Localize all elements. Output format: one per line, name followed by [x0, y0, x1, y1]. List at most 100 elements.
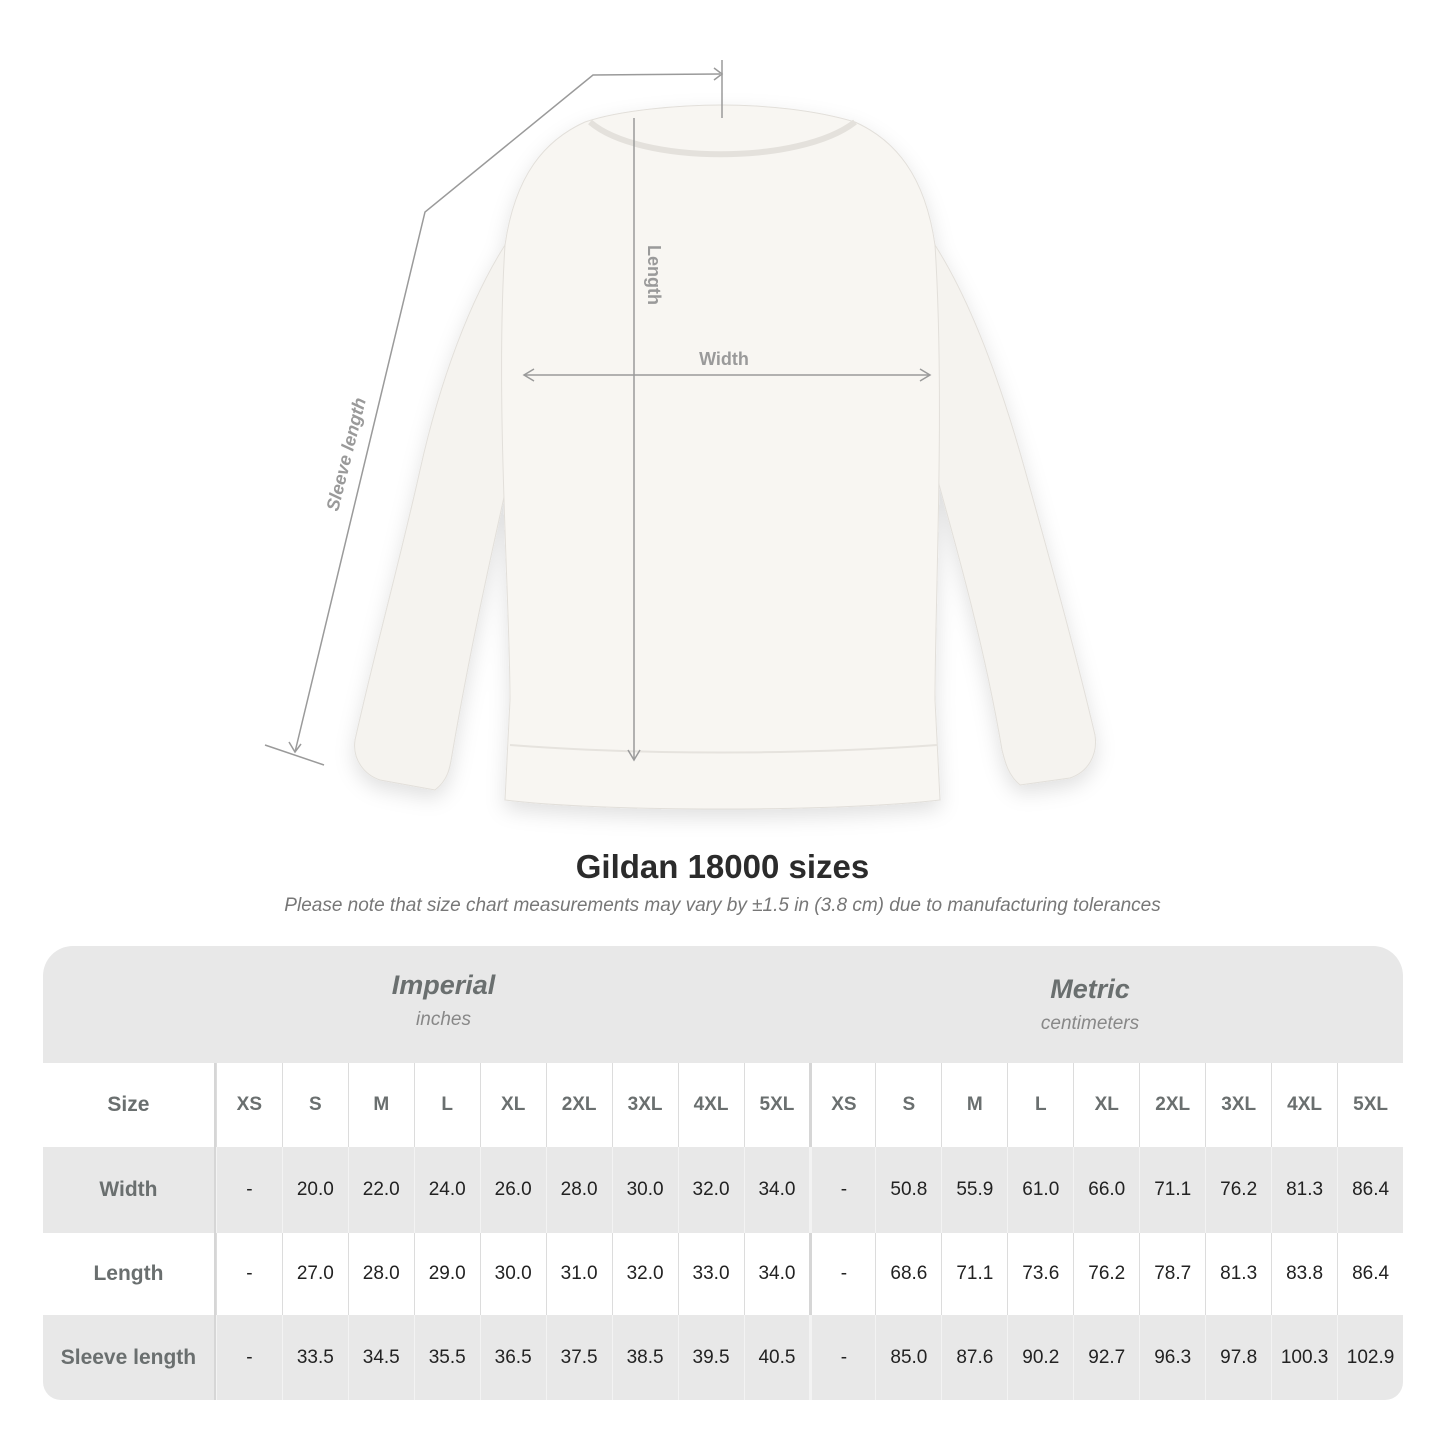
imperial-value-cell: 32.0 — [677, 1147, 744, 1233]
metric-unit: centimeters — [1040, 1013, 1140, 1034]
sweatshirt — [354, 104, 1097, 810]
size-chart-table: Imperial inches Metric centimeters Size X… — [43, 946, 1403, 1400]
page-title: Gildan 18000 sizes — [575, 848, 870, 885]
metric-size-3xl: 3XL — [1205, 1063, 1271, 1147]
body — [501, 104, 941, 810]
metric-value-cell: 102.9 — [1337, 1315, 1403, 1400]
metric-header: Metric centimeters — [810, 974, 1370, 1091]
left-sleeve — [354, 243, 511, 791]
metric-value-cell: 92.7 — [1073, 1315, 1139, 1400]
imperial-size-2xl: 2XL — [545, 1063, 612, 1147]
metric-value-cell: 86.4 — [1337, 1147, 1403, 1233]
imperial-value-cell: 27.0 — [281, 1233, 348, 1315]
waistband — [509, 744, 938, 754]
metric-size-xs: XS — [809, 1063, 875, 1147]
imperial-value-cell: 33.5 — [281, 1315, 348, 1400]
metric-size-s: S — [875, 1063, 941, 1147]
imperial-value-cell: 33.0 — [677, 1233, 744, 1315]
size-header-row: Size XS S M L XL 2XL 3XL 4XL 5XL XS S M L XL 2XL 3XL 4XL 5… — [43, 1063, 1403, 1147]
metric-value-cell: - — [809, 1315, 875, 1400]
metric-title: Metric — [1050, 974, 1130, 1004]
imperial-value-cell: 39.5 — [677, 1315, 744, 1400]
imperial-value-cell: 26.0 — [479, 1147, 546, 1233]
imperial-size-m: M — [347, 1063, 414, 1147]
tolerance-note: Please note that size chart measurements… — [284, 895, 1161, 916]
metric-value-cell: 90.2 — [1007, 1315, 1073, 1400]
table-row-sleeve-length: Sleeve length -33.5 34.5 35.5 36.5 37.5 38.5 39… — [43, 1315, 1403, 1400]
metric-value-cell: 76.2 — [1073, 1233, 1139, 1315]
metric-value-cell: 61.0 — [1007, 1147, 1073, 1233]
imperial-title: Imperial — [391, 970, 496, 1000]
measurement-lines — [264, 60, 932, 766]
metric-value-cell: 86.4 — [1337, 1233, 1403, 1315]
imperial-value-cell: 34.0 — [743, 1233, 810, 1315]
imperial-size-l: L — [413, 1063, 480, 1147]
metric-value-cell: 71.1 — [1139, 1147, 1205, 1233]
metric-value-cell: - — [809, 1147, 875, 1233]
imperial-value-cell: 24.0 — [413, 1147, 480, 1233]
sweatshirt-illustration: Length Width Sleeve length — [264, 60, 1097, 810]
imperial-value-cell: 22.0 — [347, 1147, 414, 1233]
imperial-size-s: S — [281, 1063, 348, 1147]
metric-size-xl: XL — [1073, 1063, 1139, 1147]
sleeve-length-line — [294, 73, 721, 753]
imperial-value-cell: - — [215, 1147, 282, 1233]
row-label: Length — [43, 1233, 216, 1315]
table-row-width: Width -20.0 22.0 24.0 26.0 28.0 30.0 32.0 34.0-5… — [43, 1147, 1403, 1233]
imperial-value-cell: 36.5 — [479, 1315, 546, 1400]
imperial-unit: inches — [416, 1009, 471, 1030]
imperial-value-cell: 32.0 — [611, 1233, 678, 1315]
imperial-value-cell: 34.0 — [743, 1147, 810, 1233]
row-label: Width — [43, 1147, 216, 1233]
sleeve-length-label: Sleeve length — [322, 396, 369, 513]
imperial-size-5xl: 5XL — [743, 1063, 810, 1147]
metric-value-cell: 66.0 — [1073, 1147, 1139, 1233]
imperial-value-cell: 20.0 — [281, 1147, 348, 1233]
metric-value-cell: 78.7 — [1139, 1233, 1205, 1315]
metric-value-cell: 87.6 — [941, 1315, 1007, 1400]
metric-value-cell: 71.1 — [941, 1233, 1007, 1315]
metric-value-cell: 81.3 — [1205, 1233, 1271, 1315]
imperial-value-cell: 28.0 — [347, 1233, 414, 1315]
metric-size-m: M — [941, 1063, 1007, 1147]
imperial-size-xs: XS — [215, 1063, 282, 1147]
metric-size-5xl: 5XL — [1337, 1063, 1403, 1147]
imperial-value-cell: - — [215, 1233, 282, 1315]
imperial-value-cell: 35.5 — [413, 1315, 480, 1400]
imperial-value-cell: 30.0 — [479, 1233, 546, 1315]
unit-header-band — [43, 946, 1403, 1063]
imperial-value-cell: 40.5 — [743, 1315, 810, 1400]
metric-value-cell: 50.8 — [875, 1147, 941, 1233]
right-sleeve — [934, 243, 1097, 786]
metric-size-l: L — [1007, 1063, 1073, 1147]
metric-value-cell: 81.3 — [1271, 1147, 1337, 1233]
metric-value-cell: 73.6 — [1007, 1233, 1073, 1315]
imperial-value-cell: 31.0 — [545, 1233, 612, 1315]
imperial-value-cell: 38.5 — [611, 1315, 678, 1400]
metric-value-cell: 83.8 — [1271, 1233, 1337, 1315]
imperial-value-cell: 29.0 — [413, 1233, 480, 1315]
imperial-value-cell: 37.5 — [545, 1315, 612, 1400]
length-label: Length — [644, 245, 664, 305]
imperial-size-3xl: 3XL — [611, 1063, 678, 1147]
metric-value-cell: 96.3 — [1139, 1315, 1205, 1400]
metric-size-2xl: 2XL — [1139, 1063, 1205, 1147]
metric-value-cell: 97.8 — [1205, 1315, 1271, 1400]
size-header-label: Size — [43, 1063, 216, 1147]
row-label: Sleeve length — [43, 1315, 216, 1400]
metric-value-cell: 76.2 — [1205, 1147, 1271, 1233]
metric-value-cell: - — [809, 1233, 875, 1315]
metric-value-cell: 68.6 — [875, 1233, 941, 1315]
metric-value-cell: 55.9 — [941, 1147, 1007, 1233]
metric-size-4xl: 4XL — [1271, 1063, 1337, 1147]
imperial-value-cell: 28.0 — [545, 1147, 612, 1233]
metric-value-cell: 85.0 — [875, 1315, 941, 1400]
width-label: Width — [699, 349, 749, 369]
table-row-length: Length -27.0 28.0 29.0 30.0 31.0 32.0 33.0 34.0-… — [43, 1233, 1403, 1315]
imperial-value-cell: - — [215, 1315, 282, 1400]
metric-value-cell: 100.3 — [1271, 1315, 1337, 1400]
collar — [588, 119, 857, 158]
imperial-header: Imperial inches — [216, 970, 671, 1087]
imperial-value-cell: 30.0 — [611, 1147, 678, 1233]
imperial-size-xl: XL — [479, 1063, 546, 1147]
